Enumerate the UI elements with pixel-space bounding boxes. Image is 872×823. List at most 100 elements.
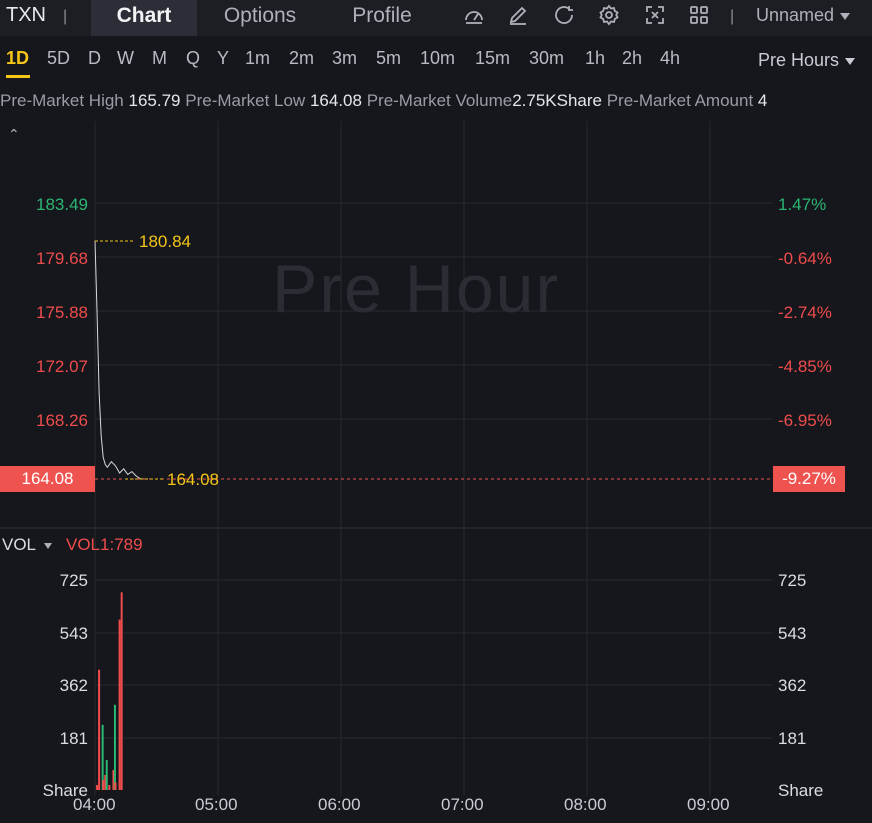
period-w[interactable]: W: [117, 48, 134, 68]
volume-axis-left-label: 543: [59, 624, 88, 643]
period-y[interactable]: Y: [217, 48, 230, 68]
change-axis-right-label: -6.95%: [778, 411, 832, 430]
time-axis-label: 07:00: [441, 795, 484, 814]
period-5m[interactable]: 5m: [376, 48, 402, 68]
volume-bar-down: [114, 782, 117, 790]
price-axis-left-label: 168.26: [36, 411, 88, 430]
chevron-down-icon: [840, 12, 851, 20]
period-2h[interactable]: 2h: [622, 48, 643, 68]
volume-axis-right-label: 543: [778, 624, 807, 643]
period-4h[interactable]: 4h: [660, 48, 681, 68]
volume-axis-right-label: 362: [778, 676, 807, 695]
volume-bar-down: [108, 784, 111, 790]
price-axis-left-label: 172.07: [36, 357, 88, 376]
volume-bar-down: [96, 784, 99, 790]
volume-bar-down: [98, 669, 101, 790]
last-marker-label: 164.08: [167, 470, 219, 489]
time-axis-label: 09:00: [687, 795, 730, 814]
grid-icon[interactable]: [687, 3, 711, 27]
period-m[interactable]: M: [152, 48, 167, 68]
change-axis-right-label: -4.85%: [778, 357, 832, 376]
price-axis-left-label: 175.88: [36, 303, 88, 322]
change-axis-right-label: 1.47%: [778, 195, 827, 214]
period-2m[interactable]: 2m: [289, 48, 315, 68]
time-axis-label: 05:00: [195, 795, 238, 814]
time-axis-label: 06:00: [318, 795, 361, 814]
volume-indicator-select[interactable]: VOL: [2, 535, 53, 555]
period-1d[interactable]: 1D: [6, 48, 30, 68]
collapse-chevron-up-icon[interactable]: ⌃: [8, 126, 20, 142]
pencil-icon[interactable]: [506, 3, 530, 27]
tab-options[interactable]: Options: [223, 4, 297, 27]
premarket-low-label: Pre-Market Low: [185, 91, 306, 110]
layout-name: Unnamed: [756, 5, 835, 25]
period-5d[interactable]: 5D: [47, 48, 71, 68]
price-axis-left-label: 179.68: [36, 249, 88, 268]
volume-value-label: VOL1:789: [66, 535, 143, 554]
volume-indicator-name: VOL: [2, 535, 37, 554]
separator: |: [730, 8, 735, 25]
expand-icon[interactable]: [643, 3, 667, 27]
current-price-badge: 164.08: [0, 466, 95, 492]
time-axis-label: 08:00: [564, 795, 607, 814]
volume-bar-up: [101, 724, 104, 790]
premarket-low-value: 164.08: [309, 91, 362, 110]
session-select-label: Pre Hours: [758, 50, 840, 70]
tab-profile[interactable]: Profile: [352, 4, 412, 27]
volume-bar-down: [118, 619, 121, 790]
volume-axis-right-label: 725: [778, 571, 807, 590]
high-marker-label: 180.84: [139, 232, 191, 251]
period-d[interactable]: D: [88, 48, 101, 68]
premarket-high-label: Pre-Market High: [0, 91, 124, 110]
time-axis-label: 04:00: [73, 795, 116, 814]
premarket-stats: Pre-Market High 165.79 Pre-Market Low 16…: [0, 91, 872, 111]
tab-chart[interactable]: Chart: [91, 0, 197, 36]
change-axis-right-label: -0.64%: [778, 249, 832, 268]
period-q[interactable]: Q: [186, 48, 201, 68]
volume-bar-up: [113, 704, 116, 790]
period-15m[interactable]: 15m: [475, 48, 511, 68]
gauge-icon[interactable]: [462, 3, 486, 27]
volume-axis-left-label: 181: [59, 729, 88, 748]
period-30m[interactable]: 30m: [529, 48, 565, 68]
layout-select[interactable]: Unnamed: [756, 5, 851, 26]
premarket-high-value: 165.79: [128, 91, 181, 110]
price-line: [94, 240, 147, 480]
gear-icon[interactable]: [597, 3, 621, 27]
period-1m[interactable]: 1m: [245, 48, 271, 68]
current-change-badge: -9.27%: [773, 466, 845, 492]
period-selector: 1D 5D D W M Q Y 1m 2m 3m 5m 10m 15m 30m …: [0, 44, 872, 74]
price-axis-left-label: 183.49: [36, 195, 88, 214]
volume-axis-left-label: 725: [59, 571, 88, 590]
change-axis-right-label: -2.74%: [778, 303, 832, 322]
top-bar: TXN | Chart Options Profile | Unnamed: [0, 0, 872, 36]
period-3m[interactable]: 3m: [332, 48, 358, 68]
volume-axis-left-label: Share: [42, 781, 88, 800]
premarket-volume-label: Pre-Market Volume: [366, 91, 513, 110]
volume-bar-down: [120, 592, 123, 790]
premarket-amount-value: 4: [757, 91, 768, 110]
ticker-symbol[interactable]: TXN: [6, 4, 46, 26]
volume-bar-up: [105, 759, 108, 790]
volume-bar-down: [102, 779, 105, 790]
premarket-amount-label: Pre-Market Amount: [606, 91, 754, 110]
session-watermark: Pre Hour: [272, 251, 561, 327]
volume-axis-left-label: 362: [59, 676, 88, 695]
period-10m[interactable]: 10m: [420, 48, 456, 68]
volume-axis-right-label: 181: [778, 729, 807, 748]
volume-bar-down: [112, 769, 115, 790]
premarket-volume-value: 2.75KShare: [512, 91, 602, 110]
period-1h[interactable]: 1h: [585, 48, 606, 68]
volume-axis-right-label: Share: [778, 781, 824, 800]
volume-bar-down: [104, 774, 107, 790]
price-line-path: [94, 240, 147, 480]
active-period-underline: [6, 75, 30, 78]
chevron-down-icon: [44, 542, 53, 549]
grid-lines: [94, 121, 773, 796]
refresh-icon[interactable]: [552, 3, 576, 27]
separator: |: [63, 8, 68, 25]
session-select[interactable]: Pre Hours: [758, 50, 856, 71]
chevron-down-icon: [845, 57, 856, 65]
volume-bars: [96, 592, 123, 790]
